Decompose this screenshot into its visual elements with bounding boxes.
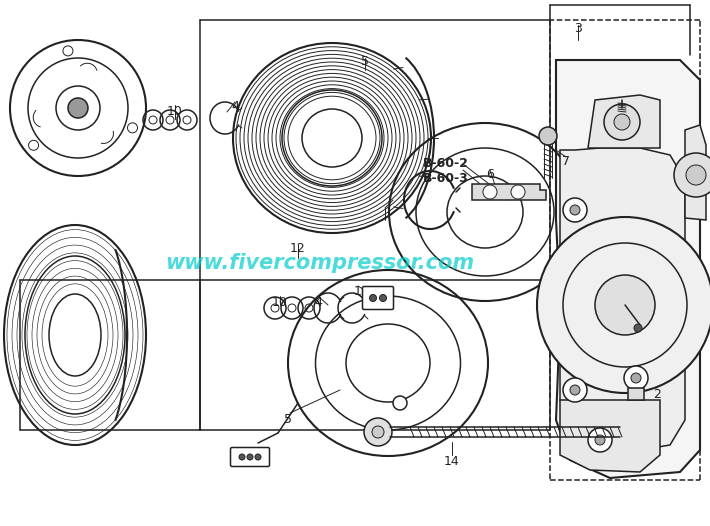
Circle shape [63,46,73,56]
FancyBboxPatch shape [231,448,270,467]
Circle shape [588,428,612,452]
Circle shape [239,454,245,460]
Circle shape [28,140,38,150]
Circle shape [247,454,253,460]
Circle shape [511,185,525,199]
Text: 12: 12 [290,242,306,255]
Text: 3: 3 [574,22,582,35]
Circle shape [364,418,392,446]
Circle shape [369,295,376,301]
Circle shape [563,378,587,402]
Text: 10: 10 [272,296,288,309]
Polygon shape [556,60,700,478]
Circle shape [631,373,641,383]
Text: 1: 1 [354,285,362,298]
Circle shape [614,114,630,130]
Circle shape [604,104,640,140]
Circle shape [380,295,386,301]
Circle shape [570,385,580,395]
Circle shape [674,153,710,197]
Circle shape [624,366,648,390]
Circle shape [537,217,710,393]
Circle shape [634,324,642,332]
Text: 5: 5 [284,413,292,426]
Circle shape [563,198,587,222]
Polygon shape [560,148,685,450]
FancyBboxPatch shape [363,287,393,309]
Circle shape [372,426,384,438]
Text: 4: 4 [314,296,322,309]
Text: 5: 5 [361,55,369,68]
Polygon shape [472,184,546,200]
Text: 7: 7 [562,155,570,168]
Text: www.fivercompressor.com: www.fivercompressor.com [165,253,474,273]
Circle shape [255,454,261,460]
Text: B-60-2: B-60-2 [423,157,469,170]
Text: 10: 10 [167,105,183,118]
Text: 14: 14 [444,455,460,468]
Text: B-60-3: B-60-3 [423,172,469,185]
Polygon shape [560,400,660,472]
Polygon shape [588,95,660,148]
Bar [628,388,644,400]
Circle shape [128,123,138,133]
Circle shape [68,98,88,118]
Text: 2: 2 [653,388,661,401]
Circle shape [595,275,655,335]
Text: 6: 6 [486,168,494,181]
Text: 4: 4 [231,100,239,113]
Circle shape [393,396,407,410]
Circle shape [686,165,706,185]
Circle shape [539,127,557,145]
Polygon shape [685,125,706,220]
Circle shape [595,435,605,445]
Circle shape [570,205,580,215]
Circle shape [483,185,497,199]
